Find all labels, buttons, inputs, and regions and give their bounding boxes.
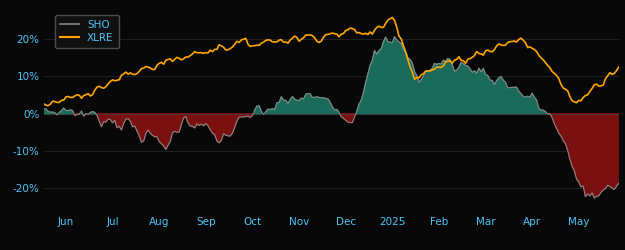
Legend: SHO, XLRE: SHO, XLRE — [55, 15, 119, 48]
